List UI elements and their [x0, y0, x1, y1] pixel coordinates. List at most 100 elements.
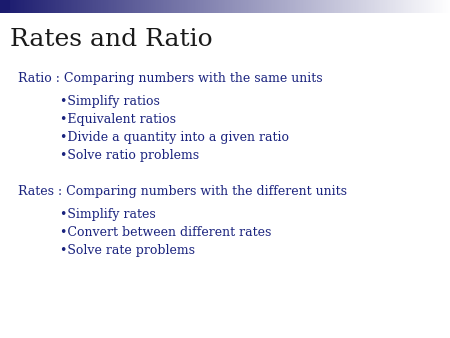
Bar: [230, 0, 232, 13]
Bar: [98, 0, 99, 13]
Bar: [308, 0, 310, 13]
Bar: [11, 0, 13, 13]
Bar: [257, 0, 259, 13]
Bar: [179, 0, 180, 13]
Bar: [377, 0, 378, 13]
Bar: [284, 0, 286, 13]
Bar: [25, 0, 26, 13]
Bar: [442, 0, 443, 13]
Bar: [1, 0, 2, 13]
Bar: [203, 0, 205, 13]
Bar: [269, 0, 270, 13]
Text: •Divide a quantity into a given ratio: •Divide a quantity into a given ratio: [60, 131, 289, 144]
Bar: [137, 0, 139, 13]
Bar: [215, 0, 216, 13]
Bar: [383, 0, 385, 13]
Bar: [302, 0, 304, 13]
Bar: [278, 0, 279, 13]
Bar: [118, 0, 119, 13]
Bar: [26, 0, 27, 13]
Bar: [320, 0, 322, 13]
Bar: [94, 0, 95, 13]
Bar: [196, 0, 197, 13]
Bar: [391, 0, 392, 13]
Bar: [418, 0, 419, 13]
Bar: [182, 0, 184, 13]
Bar: [382, 0, 383, 13]
Bar: [397, 0, 398, 13]
Bar: [422, 0, 423, 13]
Bar: [16, 0, 17, 13]
Bar: [34, 0, 35, 13]
Bar: [323, 0, 324, 13]
Bar: [437, 0, 439, 13]
Bar: [253, 0, 254, 13]
Bar: [139, 0, 140, 13]
Bar: [0, 0, 1, 13]
Bar: [95, 0, 97, 13]
Bar: [431, 0, 432, 13]
Bar: [181, 0, 182, 13]
Bar: [355, 0, 356, 13]
Bar: [340, 0, 341, 13]
Bar: [40, 0, 41, 13]
Bar: [81, 0, 82, 13]
Bar: [166, 0, 167, 13]
Bar: [316, 0, 317, 13]
Bar: [279, 0, 280, 13]
Bar: [158, 0, 160, 13]
Bar: [324, 0, 325, 13]
Bar: [133, 0, 134, 13]
Bar: [208, 0, 209, 13]
Bar: [413, 0, 414, 13]
Bar: [32, 0, 34, 13]
Bar: [56, 0, 58, 13]
Bar: [99, 0, 100, 13]
Bar: [250, 0, 251, 13]
Bar: [245, 0, 247, 13]
Bar: [31, 0, 32, 13]
Bar: [241, 0, 242, 13]
Bar: [440, 0, 441, 13]
Bar: [430, 0, 431, 13]
Bar: [176, 0, 178, 13]
Bar: [328, 0, 329, 13]
Bar: [29, 0, 31, 13]
Bar: [122, 0, 124, 13]
Bar: [242, 0, 243, 13]
Bar: [434, 0, 436, 13]
Bar: [358, 0, 359, 13]
Bar: [216, 0, 217, 13]
Bar: [67, 0, 68, 13]
Bar: [386, 0, 387, 13]
Bar: [193, 0, 194, 13]
Bar: [247, 0, 248, 13]
Bar: [146, 0, 148, 13]
Bar: [207, 0, 208, 13]
Bar: [126, 0, 127, 13]
Text: Ratio : Comparing numbers with the same units: Ratio : Comparing numbers with the same …: [18, 72, 323, 85]
Bar: [116, 0, 117, 13]
Text: •Convert between different rates: •Convert between different rates: [60, 226, 271, 239]
Bar: [73, 0, 74, 13]
Bar: [35, 0, 36, 13]
Bar: [124, 0, 125, 13]
Bar: [299, 0, 301, 13]
Bar: [107, 0, 108, 13]
Bar: [274, 0, 275, 13]
Bar: [374, 0, 376, 13]
Bar: [171, 0, 172, 13]
Bar: [211, 0, 212, 13]
Bar: [343, 0, 344, 13]
Bar: [109, 0, 110, 13]
Bar: [227, 0, 228, 13]
Bar: [164, 0, 166, 13]
Bar: [286, 0, 287, 13]
Bar: [335, 0, 337, 13]
Bar: [108, 0, 109, 13]
Bar: [18, 0, 19, 13]
Bar: [61, 0, 62, 13]
Bar: [82, 0, 83, 13]
Bar: [235, 0, 236, 13]
Bar: [184, 0, 185, 13]
